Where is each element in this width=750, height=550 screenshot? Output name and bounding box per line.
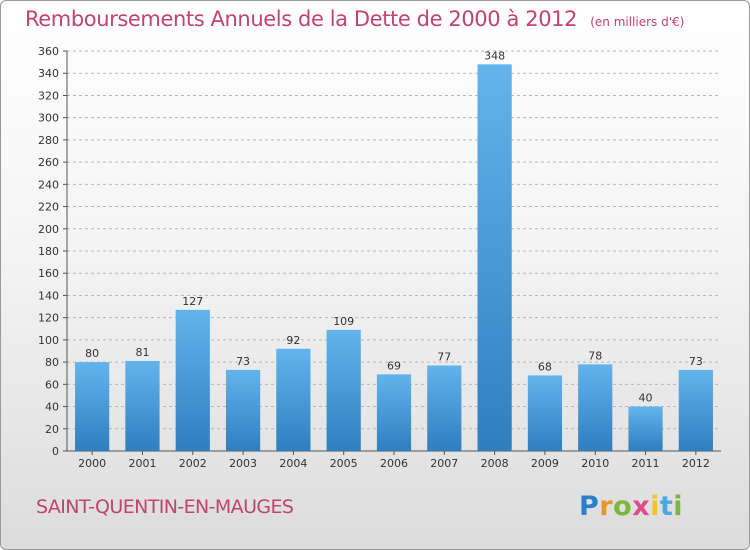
logo-letter: r: [599, 491, 614, 522]
bar: [376, 374, 412, 451]
bar: [326, 329, 361, 451]
logo-letter: i: [650, 491, 660, 522]
x-tick-label: 2006: [380, 457, 408, 470]
data-label: 109: [333, 315, 354, 328]
x-tick-label: 2007: [430, 457, 458, 470]
data-label: 80: [85, 347, 99, 360]
y-tick-label: 200: [38, 223, 59, 236]
y-tick-label: 160: [38, 267, 59, 280]
y-tick-label: 40: [45, 401, 59, 414]
x-tick-label: 2008: [481, 457, 509, 470]
x-tick-label: 2011: [632, 457, 660, 470]
y-tick-label: 300: [38, 112, 59, 125]
logo-letter: P: [579, 491, 600, 522]
y-tick-label: 0: [52, 445, 59, 458]
data-label: 81: [135, 346, 149, 359]
bar: [276, 348, 311, 451]
bar: [628, 406, 663, 451]
data-label: 348: [484, 49, 505, 62]
y-tick-label: 140: [38, 289, 59, 302]
y-tick-label: 80: [45, 356, 59, 369]
chart-unit-label: (en milliers d'€): [590, 15, 685, 29]
bar: [578, 364, 613, 451]
data-label: 77: [437, 350, 451, 363]
logo-letter: o: [613, 491, 633, 522]
y-tick-label: 360: [38, 45, 59, 58]
y-tick-label: 120: [38, 312, 59, 325]
logo-letter: t: [659, 491, 674, 522]
bar: [75, 362, 110, 451]
chart-header: Remboursements Annuels de la Dette de 20…: [25, 7, 684, 31]
y-tick-label: 260: [38, 156, 59, 169]
y-tick-label: 100: [38, 334, 59, 347]
x-tick-label: 2009: [531, 457, 559, 470]
x-tick-label: 2010: [581, 457, 609, 470]
y-tick-label: 320: [38, 89, 59, 102]
location-label: SAINT-QUENTIN-EN-MAUGES: [36, 496, 294, 518]
y-tick-label: 20: [45, 423, 59, 436]
x-tick-label: 2001: [128, 457, 156, 470]
bar: [527, 375, 563, 451]
bar: [427, 365, 462, 451]
bar: [477, 64, 512, 452]
chart-title: Remboursements Annuels de la Dette de 20…: [25, 7, 578, 31]
x-tick-label: 2003: [229, 457, 257, 470]
bar: [678, 369, 713, 451]
data-label: 73: [236, 355, 250, 368]
data-label: 127: [182, 295, 203, 308]
x-tick-label: 2005: [330, 457, 358, 470]
x-tick-label: 2012: [682, 457, 710, 470]
y-tick-label: 240: [38, 178, 59, 191]
data-label: 78: [588, 349, 602, 362]
logo-letter: x: [632, 491, 651, 522]
y-tick-label: 220: [38, 201, 59, 214]
data-label: 68: [538, 360, 552, 373]
data-label: 73: [689, 355, 703, 368]
data-label: 40: [639, 392, 653, 405]
y-tick-label: 280: [38, 134, 59, 147]
y-tick-label: 60: [45, 378, 59, 391]
y-tick-label: 340: [38, 67, 59, 80]
bar: [225, 369, 261, 451]
bar: [175, 309, 210, 451]
logo-letter: i: [673, 491, 684, 522]
x-tick-label: 2002: [179, 457, 207, 470]
data-label: 69: [387, 359, 401, 372]
proxiti-logo: Proxiti: [579, 491, 683, 522]
data-label: 92: [286, 334, 300, 347]
y-tick-label: 180: [38, 245, 59, 258]
x-tick-label: 2000: [78, 457, 106, 470]
x-tick-label: 2004: [279, 457, 307, 470]
bar: [125, 361, 160, 451]
